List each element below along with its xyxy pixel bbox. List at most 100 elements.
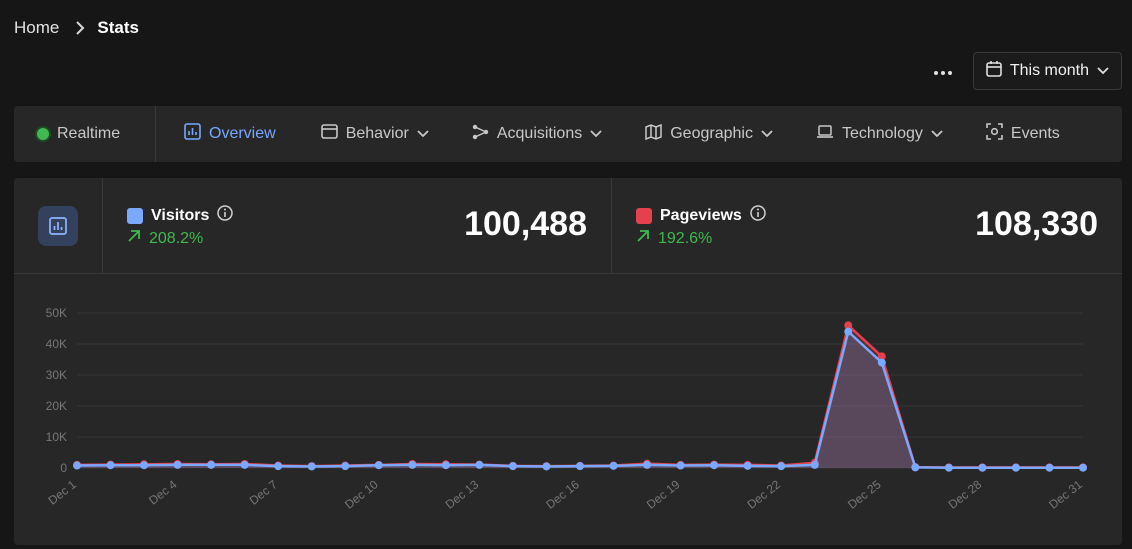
data-point-visitors: [777, 462, 786, 471]
data-point-visitors: [877, 358, 886, 367]
metrics-divider: [611, 178, 612, 274]
arrow-up-right-icon: [127, 229, 141, 248]
y-tick-label: 40K: [46, 337, 67, 351]
visitors-value: 100,488: [464, 205, 587, 243]
data-point-visitors: [508, 462, 517, 471]
x-tick-label: Dec 22: [744, 477, 783, 512]
info-icon[interactable]: [217, 205, 234, 226]
data-point-visitors: [374, 461, 383, 470]
y-tick-label: 50K: [46, 306, 67, 320]
breadcrumb-home-link[interactable]: Home: [14, 18, 60, 37]
data-point-visitors: [643, 460, 652, 469]
x-tick-label: Dec 7: [247, 477, 281, 508]
data-point-visitors: [978, 463, 987, 472]
date-range-button[interactable]: This month: [972, 52, 1122, 90]
data-point-visitors: [207, 460, 216, 469]
info-icon[interactable]: [750, 205, 766, 226]
visitors-pageviews-chart: 0 10K 20K 30K 40K 50K Dec 1 Dec 4 Dec 7 Dec 10 Dec…: [46, 306, 1087, 512]
data-point-visitors: [106, 461, 115, 470]
data-point-visitors: [944, 463, 953, 472]
tab-technology-label: Technology: [841, 125, 923, 142]
series-area-pageviews: [77, 325, 1083, 468]
nav-divider: [155, 106, 156, 162]
data-point-visitors: [240, 460, 249, 469]
data-point-visitors: [1011, 463, 1020, 472]
focus-target-icon: [986, 123, 1003, 145]
tab-events-label: Events: [1010, 125, 1060, 142]
chevron-down-icon: [590, 125, 602, 143]
visitors-swatch: [127, 207, 143, 224]
data-point-visitors: [341, 462, 350, 471]
tab-geographic-label: Geographic: [670, 125, 753, 142]
data-point-visitors: [609, 461, 618, 470]
tab-acquisitions[interactable]: Acquisitions: [472, 106, 602, 162]
series-line-visitors: [76, 329, 1083, 469]
y-tick-label: 30K: [46, 368, 67, 382]
x-tick-label: Dec 25: [845, 477, 884, 512]
pageviews-change-value: 192.6%: [658, 229, 713, 247]
pageviews-swatch: [636, 207, 652, 224]
calendar-icon: [986, 60, 1002, 82]
metrics-divider: [102, 178, 103, 274]
data-point-pageviews: [844, 321, 853, 330]
x-tick-label: Dec 16: [543, 477, 582, 512]
pageviews-metric-label: Pageviews: [636, 205, 766, 226]
x-tick-label: Dec 4: [146, 477, 180, 508]
more-options-button[interactable]: [927, 55, 959, 87]
chevron-down-icon: [931, 125, 943, 143]
series-area-visitors: [77, 331, 1083, 468]
x-tick-label: Dec 28: [946, 477, 985, 512]
arrow-up-right-icon: [636, 229, 650, 248]
data-point-visitors: [408, 460, 417, 469]
tab-geographic[interactable]: Geographic: [645, 106, 773, 162]
data-point-visitors: [140, 461, 149, 470]
live-status-dot-icon: [37, 128, 49, 140]
tab-behavior-label: Behavior: [345, 125, 409, 142]
data-point-visitors: [307, 462, 316, 471]
tab-acquisitions-label: Acquisitions: [496, 125, 583, 142]
breadcrumb: Home Stats: [14, 18, 139, 38]
bar-chart-icon: [184, 123, 201, 145]
chevron-down-icon: [761, 125, 773, 143]
series-line-pageviews: [76, 323, 1083, 469]
tab-events[interactable]: Events: [986, 106, 1060, 162]
data-point-pageviews: [877, 352, 886, 361]
stats-nav: Realtime Overview Behavior Acquisitions …: [14, 106, 1122, 162]
data-point-visitors: [844, 327, 853, 336]
tab-realtime-label: Realtime: [57, 125, 121, 142]
data-point-visitors: [73, 461, 81, 470]
y-tick-label: 0: [60, 461, 67, 475]
chevron-down-icon: [1097, 62, 1109, 80]
tab-overview[interactable]: Overview: [184, 106, 276, 162]
x-tick-label: Dec 10: [342, 477, 381, 512]
devices-icon: [816, 124, 834, 144]
x-tick-label: Dec 31: [1046, 477, 1085, 512]
tab-technology[interactable]: Technology: [816, 106, 943, 162]
top-actions: This month: [927, 52, 1122, 90]
visitors-change-value: 208.2%: [149, 229, 204, 247]
data-point-visitors: [810, 460, 819, 469]
tab-overview-label: Overview: [209, 125, 276, 142]
map-icon: [645, 123, 662, 145]
data-point-visitors: [743, 461, 752, 470]
overview-chart-icon: [38, 206, 78, 246]
share-nodes-icon: [472, 123, 489, 145]
data-point-visitors: [475, 460, 484, 469]
data-point-visitors: [911, 463, 920, 472]
x-tick-label: Dec 1: [46, 477, 80, 508]
pageviews-value: 108,330: [975, 205, 1098, 243]
data-point-visitors: [676, 461, 685, 470]
pageviews-label: Pageviews: [660, 206, 742, 224]
more-horizontal-icon: [933, 62, 952, 80]
tab-behavior[interactable]: Behavior: [320, 106, 429, 162]
visitors-metric-label: Visitors: [127, 205, 234, 226]
tab-realtime[interactable]: Realtime: [14, 106, 155, 162]
metrics-row: Visitors 208.2% 100,488 Pageviews 192: [14, 178, 1122, 274]
y-tick-label: 10K: [46, 430, 67, 444]
data-point-visitors: [173, 460, 182, 469]
pageviews-change: 192.6%: [636, 229, 712, 248]
chevron-right-icon: [75, 21, 85, 35]
chevron-down-icon: [417, 125, 429, 143]
data-point-visitors: [1079, 463, 1087, 472]
breadcrumb-current: Stats: [97, 18, 139, 37]
